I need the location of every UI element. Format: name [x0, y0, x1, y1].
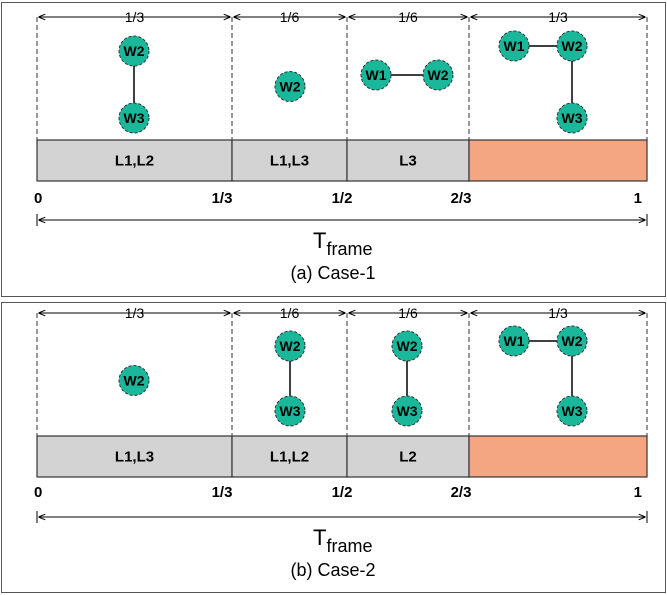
tick-label: 1/3	[212, 190, 233, 207]
graph-4-w3-node	[556, 395, 588, 427]
frame-label-main: T	[313, 525, 326, 550]
graph-1-w2-label: W2	[124, 373, 145, 389]
graph-3-w2-label: W2	[428, 67, 449, 83]
duration-label: 1/3	[125, 9, 145, 25]
tick-label: 1	[634, 190, 642, 207]
graph-4-w1-label: W1	[504, 38, 525, 54]
schedule-block	[231, 435, 348, 478]
block-label: L2	[399, 449, 417, 466]
schedule-block	[346, 435, 470, 478]
graph-3-w2-node	[391, 330, 423, 362]
tick-label: 1/3	[212, 484, 233, 501]
panel-border	[1, 302, 666, 593]
schedule-block	[231, 139, 348, 182]
block-label: L1,L2	[270, 449, 309, 466]
frame-label-sub: frame	[326, 536, 372, 556]
panel-case-1: 1/3 1/6 1/6 1/3 W2 W3 W2 W1 W2 W1 W2 W3 L1,L2 L1,L3 L3…	[1, 2, 666, 297]
frame-label: Tframe	[313, 525, 372, 556]
duration-label: 1/3	[125, 305, 145, 321]
schedule-block	[36, 139, 233, 182]
graph-1-w2-label: W2	[124, 43, 145, 59]
graph-4-w3-label: W3	[562, 110, 583, 126]
graph-4-w2-node	[556, 325, 588, 357]
graph-3-w1-label: W1	[366, 67, 387, 83]
block-label: L1,L3	[115, 449, 154, 466]
schedule-block	[346, 139, 470, 182]
panel-caption: (b) Case-2	[290, 560, 375, 580]
graph-3-w2-node	[422, 59, 454, 91]
block-label: L1,L2	[115, 153, 154, 170]
panel-case-2: 1/3 1/6 1/6 1/3 W2 W2 W3 W2 W3 W1 W2 W3 L1,L3 L1,L2 L2…	[1, 302, 666, 593]
graph-2-w2-node	[274, 330, 306, 362]
panel-caption: (a) Case-1	[290, 263, 375, 283]
frame-label-main: T	[313, 228, 326, 253]
graph-2-w2-label: W2	[280, 338, 301, 354]
tick-label: 1/2	[332, 190, 353, 207]
frame-label: Tframe	[313, 228, 372, 259]
tick-label: 2/3	[451, 190, 472, 207]
graph-4-w1-label: W1	[504, 333, 525, 349]
tick-label: 0	[34, 484, 42, 501]
tick-label: 1	[634, 484, 642, 501]
graph-1-w2-node	[118, 365, 150, 396]
graph-2-w3-label: W3	[280, 403, 301, 419]
graph-1-w3-label: W3	[124, 110, 145, 126]
graph-1-w2-node	[118, 35, 150, 67]
panel-border	[1, 2, 666, 297]
duration-label: 1/6	[398, 9, 418, 25]
graph-3-w2-label: W2	[397, 338, 418, 354]
block-label: L1,L3	[270, 153, 309, 170]
block-label: L3	[399, 153, 417, 170]
duration-label: 1/3	[548, 9, 568, 25]
graph-4-w2-label: W2	[562, 38, 583, 54]
graph-2-w2-label: W2	[280, 79, 301, 95]
schedule-block	[468, 435, 648, 478]
graph-3-w3-label: W3	[397, 403, 418, 419]
graph-1-w3-node	[118, 102, 150, 134]
duration-label: 1/6	[280, 9, 300, 25]
graph-4-w1-node	[498, 325, 530, 357]
graph-4-w3-label: W3	[562, 403, 583, 419]
duration-label: 1/3	[548, 305, 568, 321]
duration-label: 1/6	[398, 305, 418, 321]
schedule-block	[468, 139, 648, 182]
graph-3-w1-node	[360, 59, 392, 91]
graph-2-w3-node	[274, 395, 306, 427]
graph-2-w2-node	[274, 71, 306, 102]
graph-4-w2-node	[556, 30, 588, 62]
graph-4-w1-node	[498, 30, 530, 62]
graph-4-w3-node	[556, 102, 588, 134]
graph-3-w3-node	[391, 395, 423, 427]
tick-label: 0	[34, 190, 42, 207]
tick-label: 2/3	[451, 484, 472, 501]
graph-4-w2-label: W2	[562, 333, 583, 349]
duration-label: 1/6	[280, 305, 300, 321]
frame-label-sub: frame	[326, 239, 372, 259]
tick-label: 1/2	[332, 484, 353, 501]
